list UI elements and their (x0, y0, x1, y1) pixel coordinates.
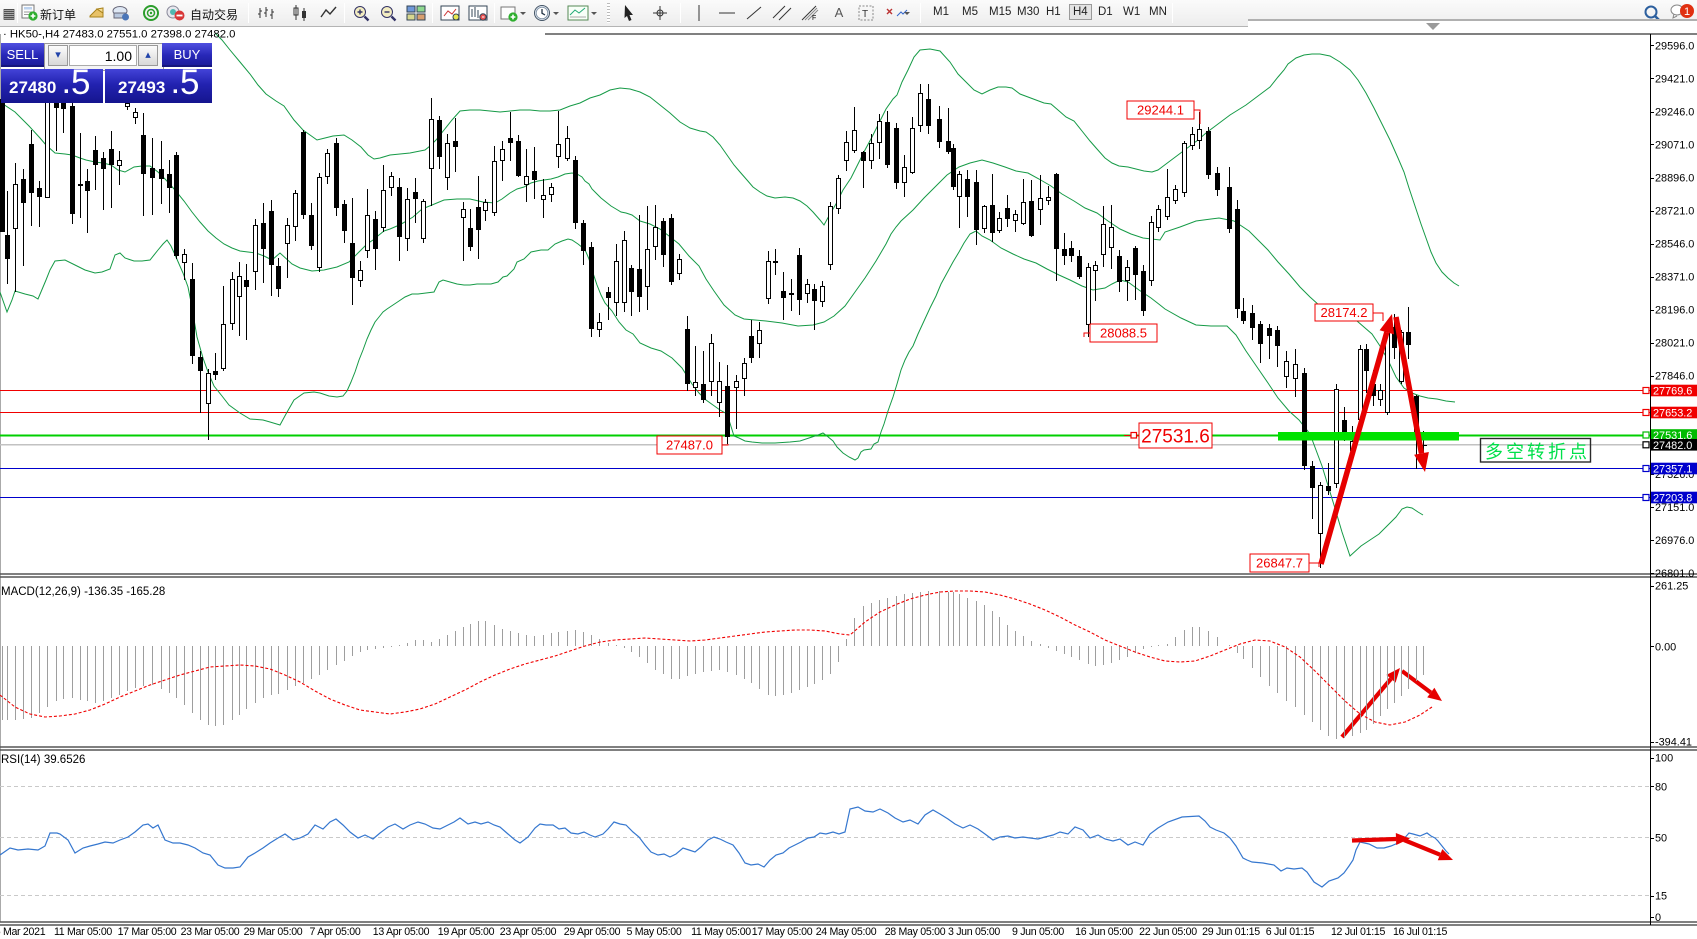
svg-text:29421.0: 29421.0 (1655, 73, 1694, 85)
svg-text:80: 80 (1655, 782, 1667, 794)
svg-text:9 Jun 05:00: 9 Jun 05:00 (1012, 926, 1064, 938)
svg-text:16 Jun 05:00: 16 Jun 05:00 (1075, 926, 1133, 938)
svg-text:MACD(12,26,9) -136.35 -165.28: MACD(12,26,9) -136.35 -165.28 (1, 586, 165, 598)
svg-text:6 Jul 01:15: 6 Jul 01:15 (1266, 926, 1315, 938)
svg-text:29 Apr 05:00: 29 Apr 05:00 (564, 926, 621, 938)
svg-text:17 May 05:00: 17 May 05:00 (752, 926, 813, 938)
svg-text:29 Jun 01:15: 29 Jun 01:15 (1202, 926, 1260, 938)
svg-text:27151.0: 27151.0 (1655, 502, 1694, 514)
svg-text:50: 50 (1655, 833, 1667, 845)
svg-text:· HK50-,H4 27483.0 27551.0 2: · HK50-,H4 27483.0 27551.0 27398.0 27482… (3, 29, 235, 41)
svg-text:5 Mar 2021: 5 Mar 2021 (0, 926, 46, 938)
svg-text:5 May 05:00: 5 May 05:00 (626, 926, 681, 938)
svg-text:12 Jul 01:15: 12 Jul 01:15 (1331, 926, 1386, 938)
svg-text:29596.0: 29596.0 (1655, 40, 1694, 52)
svg-text:100: 100 (1655, 753, 1673, 765)
svg-text:29244.1: 29244.1 (1137, 103, 1184, 118)
svg-text:27769.6: 27769.6 (1653, 386, 1692, 398)
svg-text:28 May 05:00: 28 May 05:00 (885, 926, 946, 938)
svg-text:28721.0: 28721.0 (1655, 206, 1694, 218)
svg-text:28088.5: 28088.5 (1100, 326, 1147, 341)
svg-text:17 Mar 05:00: 17 Mar 05:00 (118, 926, 177, 938)
svg-text:28371.0: 28371.0 (1655, 272, 1694, 284)
svg-text:28896.0: 28896.0 (1655, 173, 1694, 185)
svg-text:29 Mar 05:00: 29 Mar 05:00 (244, 926, 303, 938)
svg-text:15: 15 (1655, 891, 1667, 903)
svg-text:11 Mar 05:00: 11 Mar 05:00 (54, 926, 112, 938)
svg-text:26801.0: 26801.0 (1655, 568, 1694, 580)
svg-text:27482.0: 27482.0 (1653, 440, 1692, 452)
svg-text:1: 1 (1684, 6, 1690, 18)
svg-text:28174.2: 28174.2 (1321, 305, 1368, 320)
svg-text:F: F (812, 15, 816, 22)
svg-text:29246.0: 29246.0 (1655, 107, 1694, 119)
svg-text:RSI(14) 39.6526: RSI(14) 39.6526 (1, 754, 85, 766)
svg-text:28021.0: 28021.0 (1655, 338, 1694, 350)
svg-text:多空转折点: 多空转折点 (1485, 442, 1587, 462)
svg-text:27846.0: 27846.0 (1655, 371, 1694, 383)
svg-text:27653.2: 27653.2 (1653, 408, 1692, 420)
svg-text:7 Apr 05:00: 7 Apr 05:00 (310, 926, 361, 938)
svg-text:13 Apr 05:00: 13 Apr 05:00 (373, 926, 430, 938)
svg-text:27203.8: 27203.8 (1653, 493, 1692, 505)
svg-text:27357.1: 27357.1 (1653, 464, 1692, 476)
svg-text:26847.7: 26847.7 (1256, 556, 1303, 571)
svg-text:19 Apr 05:00: 19 Apr 05:00 (438, 926, 495, 938)
svg-text:3 Jun 05:00: 3 Jun 05:00 (948, 926, 1000, 938)
svg-text:23 Mar 05:00: 23 Mar 05:00 (181, 926, 240, 938)
svg-text:T: T (862, 9, 868, 20)
svg-text:0.00: 0.00 (1655, 642, 1676, 654)
svg-text:16 Jul 01:15: 16 Jul 01:15 (1393, 926, 1448, 938)
svg-text:28546.0: 28546.0 (1655, 239, 1694, 251)
svg-text:23 Apr 05:00: 23 Apr 05:00 (500, 926, 557, 938)
svg-text:28196.0: 28196.0 (1655, 305, 1694, 317)
svg-text:261.25: 261.25 (1655, 581, 1688, 593)
svg-text:22 Jun 05:00: 22 Jun 05:00 (1139, 926, 1197, 938)
svg-text:11 May 05:00: 11 May 05:00 (691, 926, 751, 938)
svg-text:27531.6: 27531.6 (1141, 426, 1210, 447)
svg-text:26976.0: 26976.0 (1655, 535, 1694, 547)
svg-text:0: 0 (1655, 912, 1661, 924)
svg-text:-394.41: -394.41 (1655, 737, 1692, 749)
svg-text:29071.0: 29071.0 (1655, 140, 1694, 152)
svg-text:27487.0: 27487.0 (666, 438, 713, 453)
svg-text:24 May 05:00: 24 May 05:00 (816, 926, 877, 938)
